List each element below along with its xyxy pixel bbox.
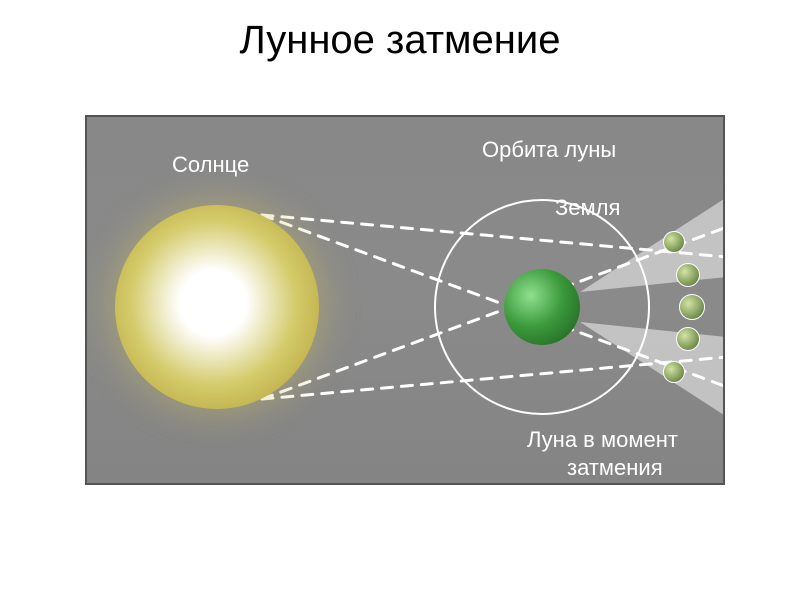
eclipse-diagram: Солнце Орбита луны Земля Луна в момент з… — [85, 115, 725, 485]
label-moon-line1: Луна в момент — [527, 427, 678, 453]
label-orbit: Орбита луны — [482, 137, 616, 163]
moon-position-dot — [663, 361, 685, 383]
ray-line — [262, 215, 725, 387]
sun-body — [115, 205, 319, 409]
ray-line — [262, 227, 725, 399]
moon-position-dot — [679, 294, 705, 320]
label-sun: Солнце — [172, 152, 249, 178]
label-moon-line2: затмения — [567, 455, 663, 481]
label-earth: Земля — [555, 195, 620, 221]
page-title: Лунное затмение — [0, 18, 800, 63]
ray-line — [262, 215, 725, 257]
ray-line — [262, 357, 725, 399]
moon-position-dot — [676, 263, 700, 287]
moon-position-dot — [676, 327, 700, 351]
moon-position-dot — [663, 231, 685, 253]
earth-body — [504, 269, 580, 345]
